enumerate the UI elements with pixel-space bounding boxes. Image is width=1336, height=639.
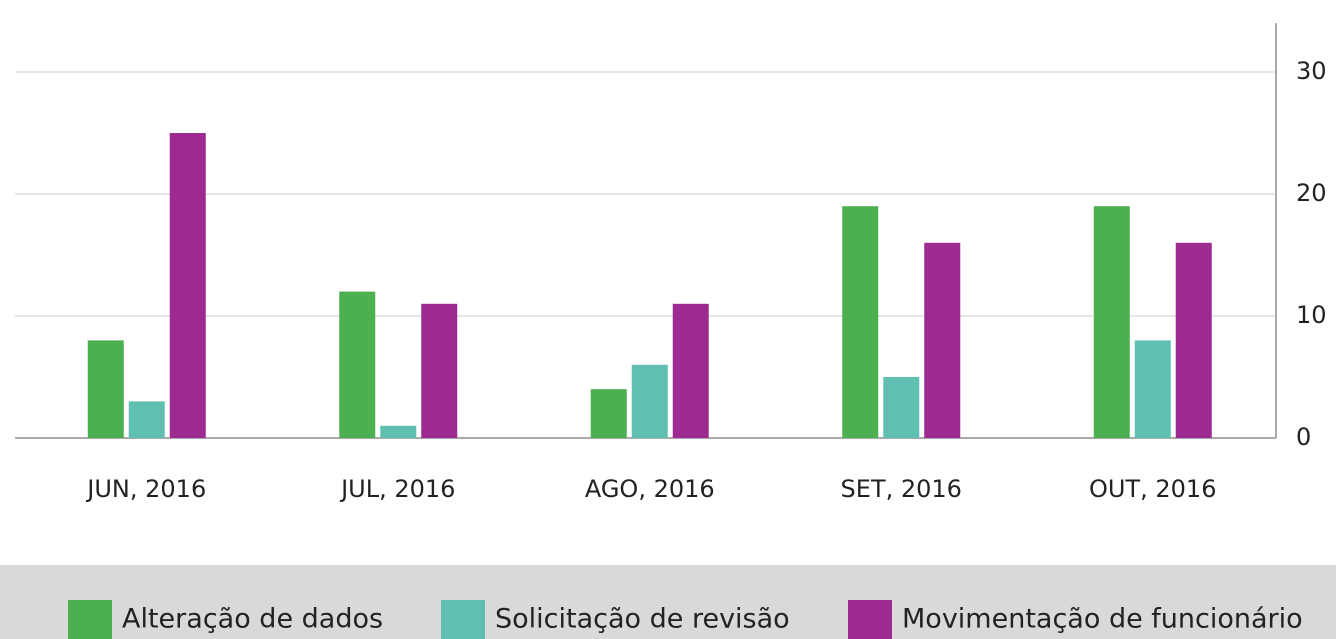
bar	[380, 425, 417, 438]
bar	[1134, 340, 1171, 438]
x-tick-label: JUL, 2016	[339, 475, 455, 503]
bar	[87, 340, 124, 438]
y-tick-label: 0	[1296, 423, 1311, 451]
x-tick-label: OUT, 2016	[1089, 475, 1216, 503]
bar	[421, 303, 458, 438]
bar	[672, 303, 709, 438]
bar	[842, 206, 879, 438]
y-tick-label: 20	[1296, 179, 1327, 207]
legend-background	[0, 565, 1336, 639]
x-tick-label: SET, 2016	[841, 475, 962, 503]
legend-label: Solicitação de revisão	[495, 604, 790, 635]
legend-swatch	[848, 600, 892, 639]
legend-label: Alteração de dados	[122, 604, 383, 635]
bar	[169, 133, 206, 438]
bar	[339, 291, 376, 438]
bar	[883, 377, 920, 438]
x-tick-label: JUN, 2016	[85, 475, 206, 503]
y-tick-label: 30	[1296, 57, 1327, 85]
y-tick-label: 10	[1296, 301, 1327, 329]
legend-swatch	[441, 600, 485, 639]
bar	[590, 389, 627, 438]
legend-swatch	[68, 600, 112, 639]
x-tick-label: AGO, 2016	[585, 475, 715, 503]
bar	[1093, 206, 1130, 438]
bar	[128, 401, 165, 438]
bar	[1175, 242, 1212, 438]
bar	[631, 364, 668, 438]
bar	[924, 242, 961, 438]
legend-label: Movimentação de funcionário	[902, 604, 1303, 635]
